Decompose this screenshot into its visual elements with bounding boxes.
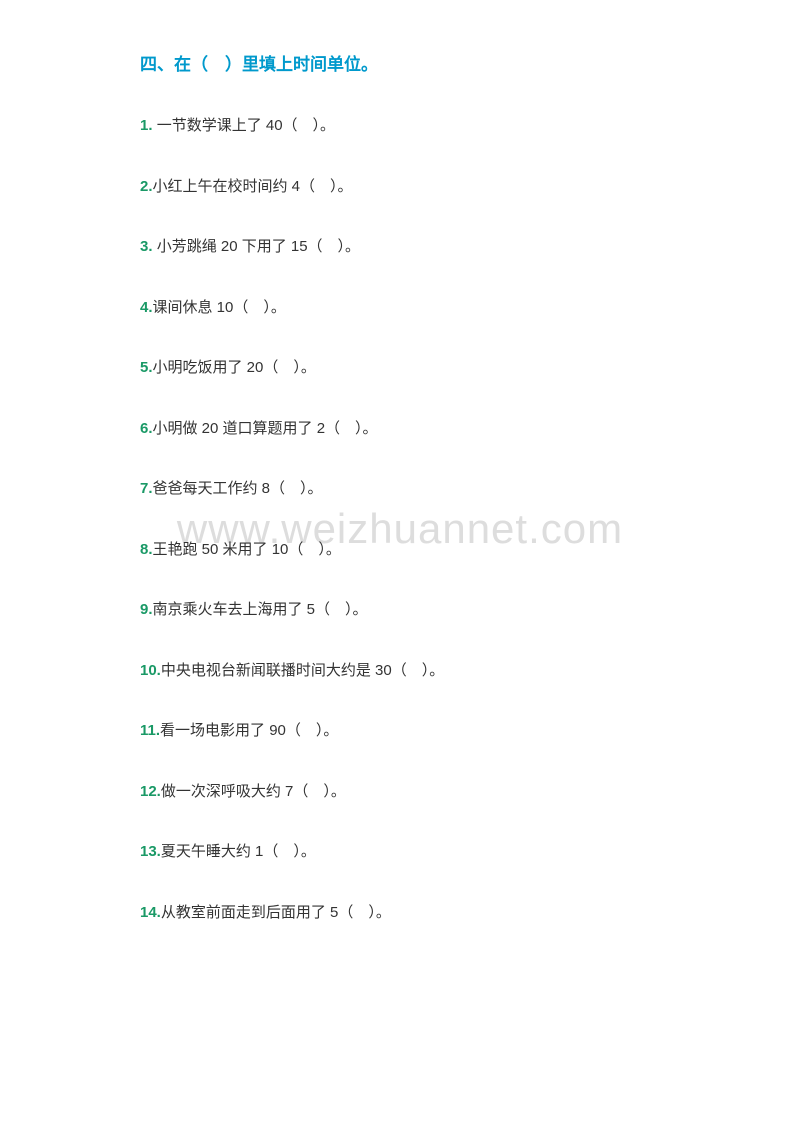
question-number: 6. xyxy=(140,420,153,437)
question-item: 13.夏天午睡大约 1（ ）。 xyxy=(140,841,660,864)
question-number: 8. xyxy=(140,541,153,558)
question-number: 14. xyxy=(140,904,161,921)
question-item: 6.小明做 20 道口算题用了 2（ ）。 xyxy=(140,418,660,441)
question-item: 5.小明吃饭用了 20（ ）。 xyxy=(140,357,660,380)
question-item: 9.南京乘火车去上海用了 5（ ）。 xyxy=(140,599,660,622)
question-number: 3. xyxy=(140,238,157,255)
question-item: 3. 小芳跳绳 20 下用了 15（ ）。 xyxy=(140,236,660,259)
question-item: 10.中央电视台新闻联播时间大约是 30（ ）。 xyxy=(140,660,660,683)
question-number: 12. xyxy=(140,783,161,800)
question-text: 小芳跳绳 20 下用了 15（ ）。 xyxy=(157,238,360,255)
question-number: 10. xyxy=(140,662,161,679)
question-item: 4.课间休息 10（ ）。 xyxy=(140,297,660,320)
question-text: 小红上午在校时间约 4（ ）。 xyxy=(153,178,353,195)
question-number: 4. xyxy=(140,299,153,316)
question-number: 11. xyxy=(140,722,160,739)
document-content: 四、在（ ）里填上时间单位。 1. 一节数学课上了 40（ ）。 2.小红上午在… xyxy=(140,50,660,924)
question-text: 课间休息 10（ ）。 xyxy=(153,299,286,316)
question-text: 小明吃饭用了 20（ ）。 xyxy=(153,359,316,376)
question-item: 1. 一节数学课上了 40（ ）。 xyxy=(140,115,660,138)
question-item: 12.做一次深呼吸大约 7（ ）。 xyxy=(140,781,660,804)
question-number: 1. xyxy=(140,117,157,134)
question-number: 5. xyxy=(140,359,153,376)
question-number: 2. xyxy=(140,178,153,195)
question-text: 爸爸每天工作约 8（ ）。 xyxy=(153,480,323,497)
question-text: 夏天午睡大约 1（ ）。 xyxy=(161,843,316,860)
question-text: 小明做 20 道口算题用了 2（ ）。 xyxy=(153,420,378,437)
question-text: 做一次深呼吸大约 7（ ）。 xyxy=(161,783,346,800)
question-text: 南京乘火车去上海用了 5（ ）。 xyxy=(153,601,368,618)
question-number: 13. xyxy=(140,843,161,860)
question-number: 7. xyxy=(140,480,153,497)
question-item: 14.从教室前面走到后面用了 5（ ）。 xyxy=(140,902,660,925)
question-list: 1. 一节数学课上了 40（ ）。 2.小红上午在校时间约 4（ ）。 3. 小… xyxy=(140,115,660,924)
question-item: 8.王艳跑 50 米用了 10（ ）。 xyxy=(140,539,660,562)
question-text: 一节数学课上了 40（ ）。 xyxy=(157,117,335,134)
question-item: 2.小红上午在校时间约 4（ ）。 xyxy=(140,176,660,199)
question-number: 9. xyxy=(140,601,153,618)
question-item: 7.爸爸每天工作约 8（ ）。 xyxy=(140,478,660,501)
section-heading: 四、在（ ）里填上时间单位。 xyxy=(140,50,660,75)
question-text: 王艳跑 50 米用了 10（ ）。 xyxy=(153,541,341,558)
question-text: 从教室前面走到后面用了 5（ ）。 xyxy=(161,904,391,921)
question-text: 看一场电影用了 90（ ）。 xyxy=(160,722,338,739)
question-text: 中央电视台新闻联播时间大约是 30（ ）。 xyxy=(161,662,444,679)
question-item: 11.看一场电影用了 90（ ）。 xyxy=(140,720,660,743)
